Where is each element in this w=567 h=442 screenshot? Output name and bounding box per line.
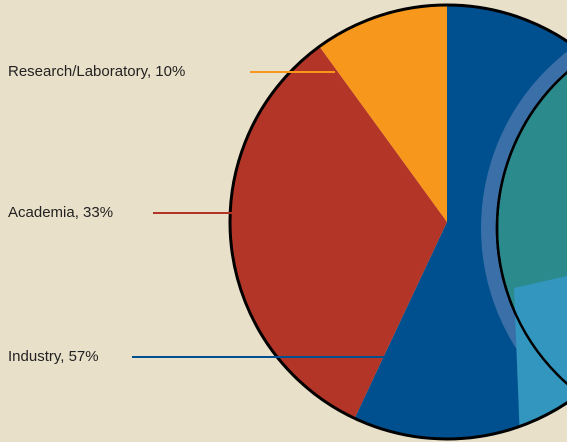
slice-label: Academia, 33% [8,204,113,221]
slice [319,4,447,222]
inner-pie [481,5,567,439]
pie-outline [228,3,567,441]
labels: Industry, 57% Academia, 33% Research/Labor… [8,63,385,365]
slice-label: Research/Laboratory, 10% [8,63,185,80]
slice-label: Industry, 57% [8,348,99,365]
inner-outline [495,18,567,438]
inner-slice [514,276,567,439]
slice [230,46,447,419]
